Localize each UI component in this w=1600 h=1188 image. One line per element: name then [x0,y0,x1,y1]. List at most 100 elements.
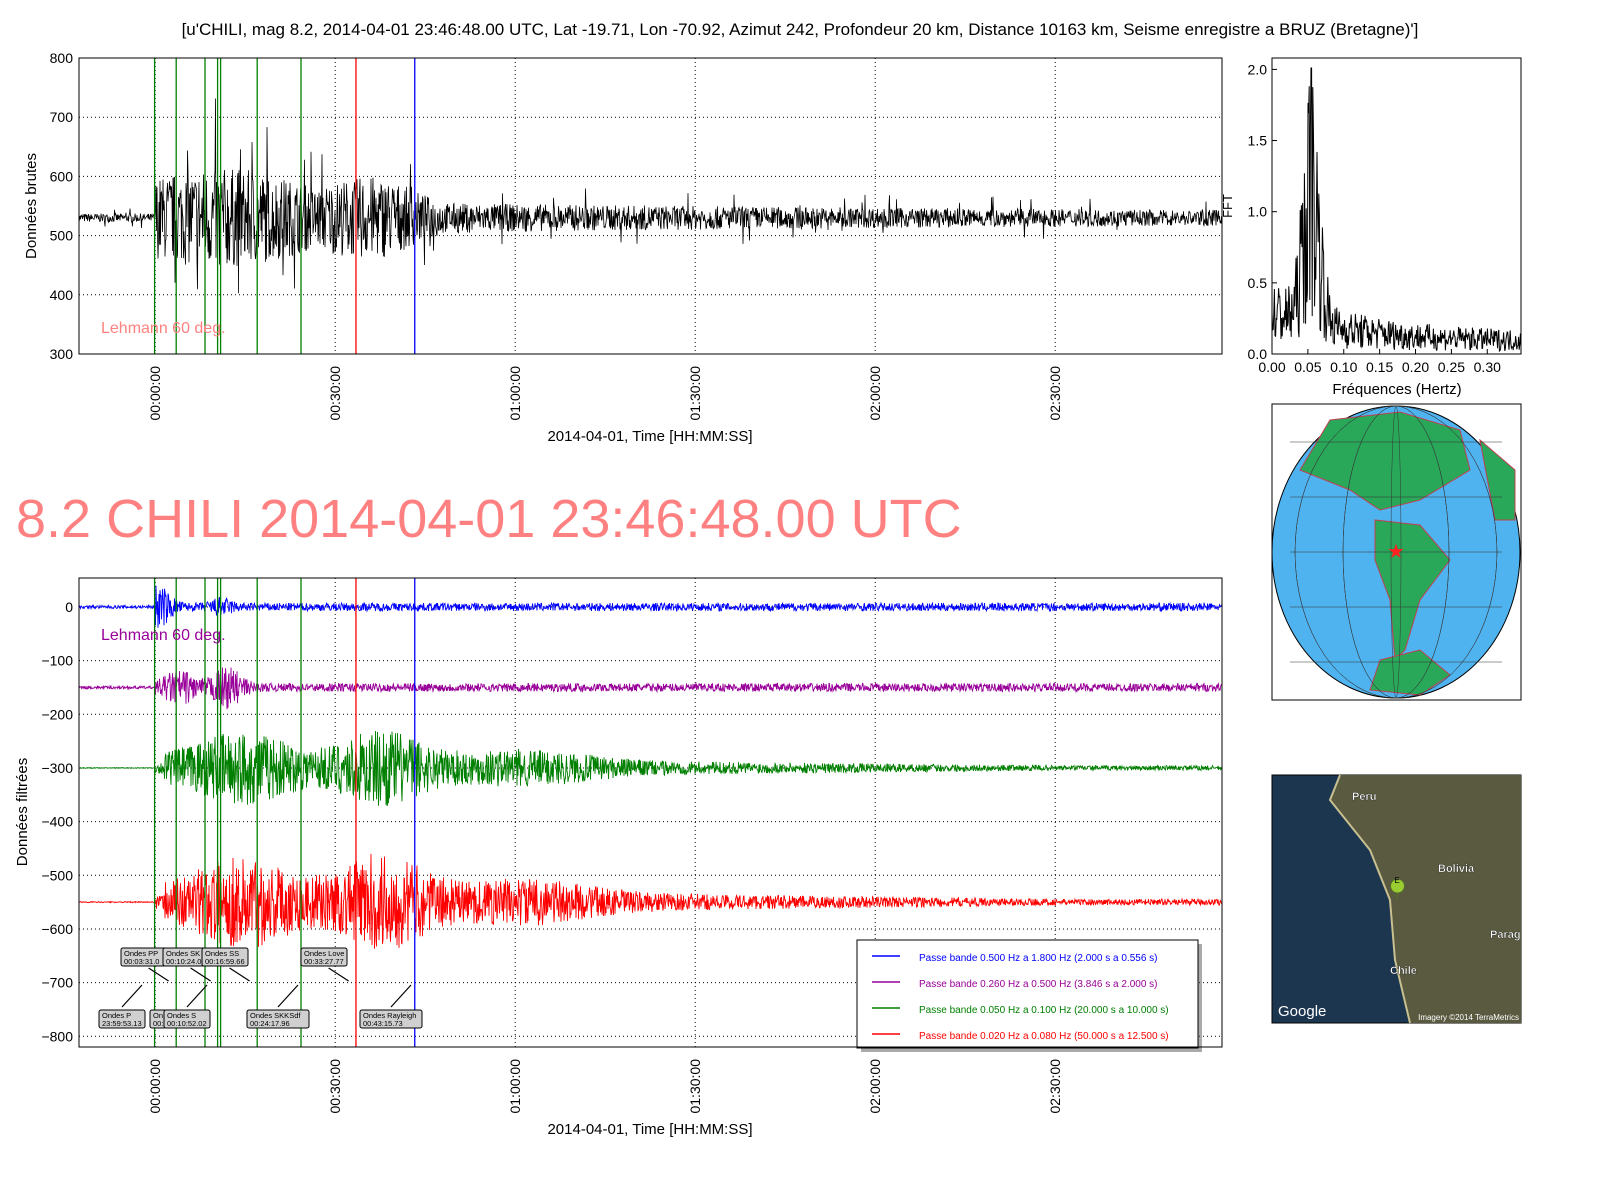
phase-label-name: Ondes S [167,1011,196,1020]
filtered-y-tick-label: −500 [41,867,73,883]
filtered-y-tick-label: −400 [41,814,73,830]
fft-x-tick-label: 0.25 [1438,359,1465,375]
raw-annotation: Lehmann 60 deg. [101,320,226,337]
map-coastline [1328,774,1411,1024]
raw-y-tick-label: 400 [50,287,74,303]
phase-label-time: 00:24:17.96 [250,1019,290,1028]
phase-label-time: 00:16:59.66 [205,957,245,966]
legend-entry: Passe bande 0.050 Hz a 0.100 Hz (20.000 … [919,1005,1169,1016]
phase-label-name: Ondes PP [124,949,158,958]
filtered-x-tick-label: 00:00:00 [147,1059,163,1114]
globe-land [1374,519,1451,662]
phase-label-name: On [153,1011,163,1020]
event-title: 8.2 CHILI 2014-04-01 23:46:48.00 UTC [16,489,962,549]
phase-label-box [300,947,348,967]
fft-y-tick-label: 0.0 [1248,346,1268,362]
fft-x-tick-label: 0.05 [1294,359,1321,375]
filtered-y-tick-label: −600 [41,921,73,937]
fft-spectrum [1271,67,1522,353]
fft-x-tick-label: 0.20 [1402,359,1429,375]
phase-label-arrow [190,967,211,982]
raw-x-tick-label: 00:30:00 [327,366,343,421]
phase-label-time: 00:43:15.73 [363,1019,403,1028]
raw-x-tick-label: 01:30:00 [687,366,703,421]
raw-y-tick-label: 500 [50,228,74,244]
fft-x-tick-label: 0.10 [1330,359,1357,375]
phase-label-box [359,1009,423,1029]
phase-label-box [163,1009,211,1029]
filtered-annotation: Lehmann 60 deg. [101,627,226,644]
phase-label-arrow [277,984,299,1008]
fft-axes-frame [1271,57,1522,355]
filtered-x-tick-label: 00:30:00 [327,1059,343,1114]
map-marker-label: E [1394,876,1399,885]
filtered-series-3 [79,853,1223,949]
phase-label-time: 00:03:31.0 [124,957,159,966]
raw-axes-frame [78,57,1223,355]
raw-y-tick-label: 800 [50,50,74,66]
fft-x-tick-label: 0.15 [1366,359,1393,375]
epicenter-star-icon: ★ [1387,541,1405,563]
map-credit: Imagery ©2014 TerraMetrics [1418,1013,1519,1022]
filtered-y-axis-label: Données filtrées [14,758,31,866]
fft-y-tick-label: 1.0 [1248,204,1268,220]
globe-land [1369,649,1451,696]
phase-label-name: Ondes Rayleigh [363,1011,416,1020]
filtered-x-tick-label: 02:30:00 [1047,1059,1063,1114]
raw-x-tick-label: 02:00:00 [867,366,883,421]
filtered-y-tick-label: −100 [41,653,73,669]
filtered-y-tick-label: −200 [41,706,73,722]
filtered-y-tick-label: −700 [41,975,73,991]
phase-label-arrow [121,984,143,1008]
filtered-y-tick-label: 0 [65,599,73,615]
raw-x-tick-label: 01:00:00 [507,366,523,421]
filtered-x-tick-label: 02:00:00 [867,1059,883,1114]
filtered-y-tick-label: −800 [41,1028,73,1044]
google-logo: Google [1278,1003,1326,1020]
globe-land [1479,438,1516,521]
map-label: Bolivia [1438,863,1475,875]
raw-x-axis-label: 2014-04-01, Time [HH:MM:SS] [547,428,752,445]
phase-label-name: Ondes Love [304,949,344,958]
map-marker-icon [1390,878,1405,901]
raw-x-tick-label: 00:00:00 [147,366,163,421]
raw-y-tick-label: 700 [50,109,74,125]
fft-y-tick-label: 0.5 [1248,275,1268,291]
filtered-y-tick-label: −300 [41,760,73,776]
phase-label-arrow [186,984,208,1008]
globe-land [1299,411,1471,511]
map-land [1330,775,1521,1023]
phase-label-name: Ondes P [102,1011,131,1020]
phase-label-name: Ondes SK [166,949,200,958]
phase-label-time: 00:10:24.0 [166,957,201,966]
legend-box [856,939,1199,1049]
legend-entry: Passe bande 0.020 Hz a 0.080 Hz (50.000 … [919,1031,1169,1042]
fft-x-axis-label: Fréquences (Hertz) [1332,381,1461,398]
fft-y-tick-label: 1.5 [1248,133,1268,149]
fft-y-tick-label: 2.0 [1248,61,1268,77]
fft-y-axis-label: FFT [1220,194,1235,218]
filtered-series-1 [78,667,1223,710]
phase-label-arrow [148,967,169,982]
phase-label-box [201,947,249,967]
phase-label-time: 00:10:52.02 [167,1019,207,1028]
filtered-x-axis-label: 2014-04-01, Time [HH:MM:SS] [547,1121,752,1138]
filtered-series-0 [78,585,1223,628]
filtered-series-2 [78,730,1223,806]
raw-y-axis-label: Données brutes [23,153,40,259]
phase-label-time: 00:0 [153,1019,168,1028]
raw-y-tick-label: 300 [50,346,74,362]
filtered-x-tick-label: 01:00:00 [507,1059,523,1114]
raw-y-tick-label: 600 [50,168,74,184]
phase-label-time: 00:33:27.77 [304,957,344,966]
map-label: Parag [1490,929,1521,941]
filtered-axes-frame [78,577,1223,1048]
phase-label-arrow [229,967,250,982]
raw-waveform [78,98,1223,294]
map-label: Chile [1390,965,1417,977]
phase-label-arrow [390,984,412,1008]
phase-label-time: 23:59:53.13 [102,1019,142,1028]
map-label: Peru [1352,791,1376,803]
